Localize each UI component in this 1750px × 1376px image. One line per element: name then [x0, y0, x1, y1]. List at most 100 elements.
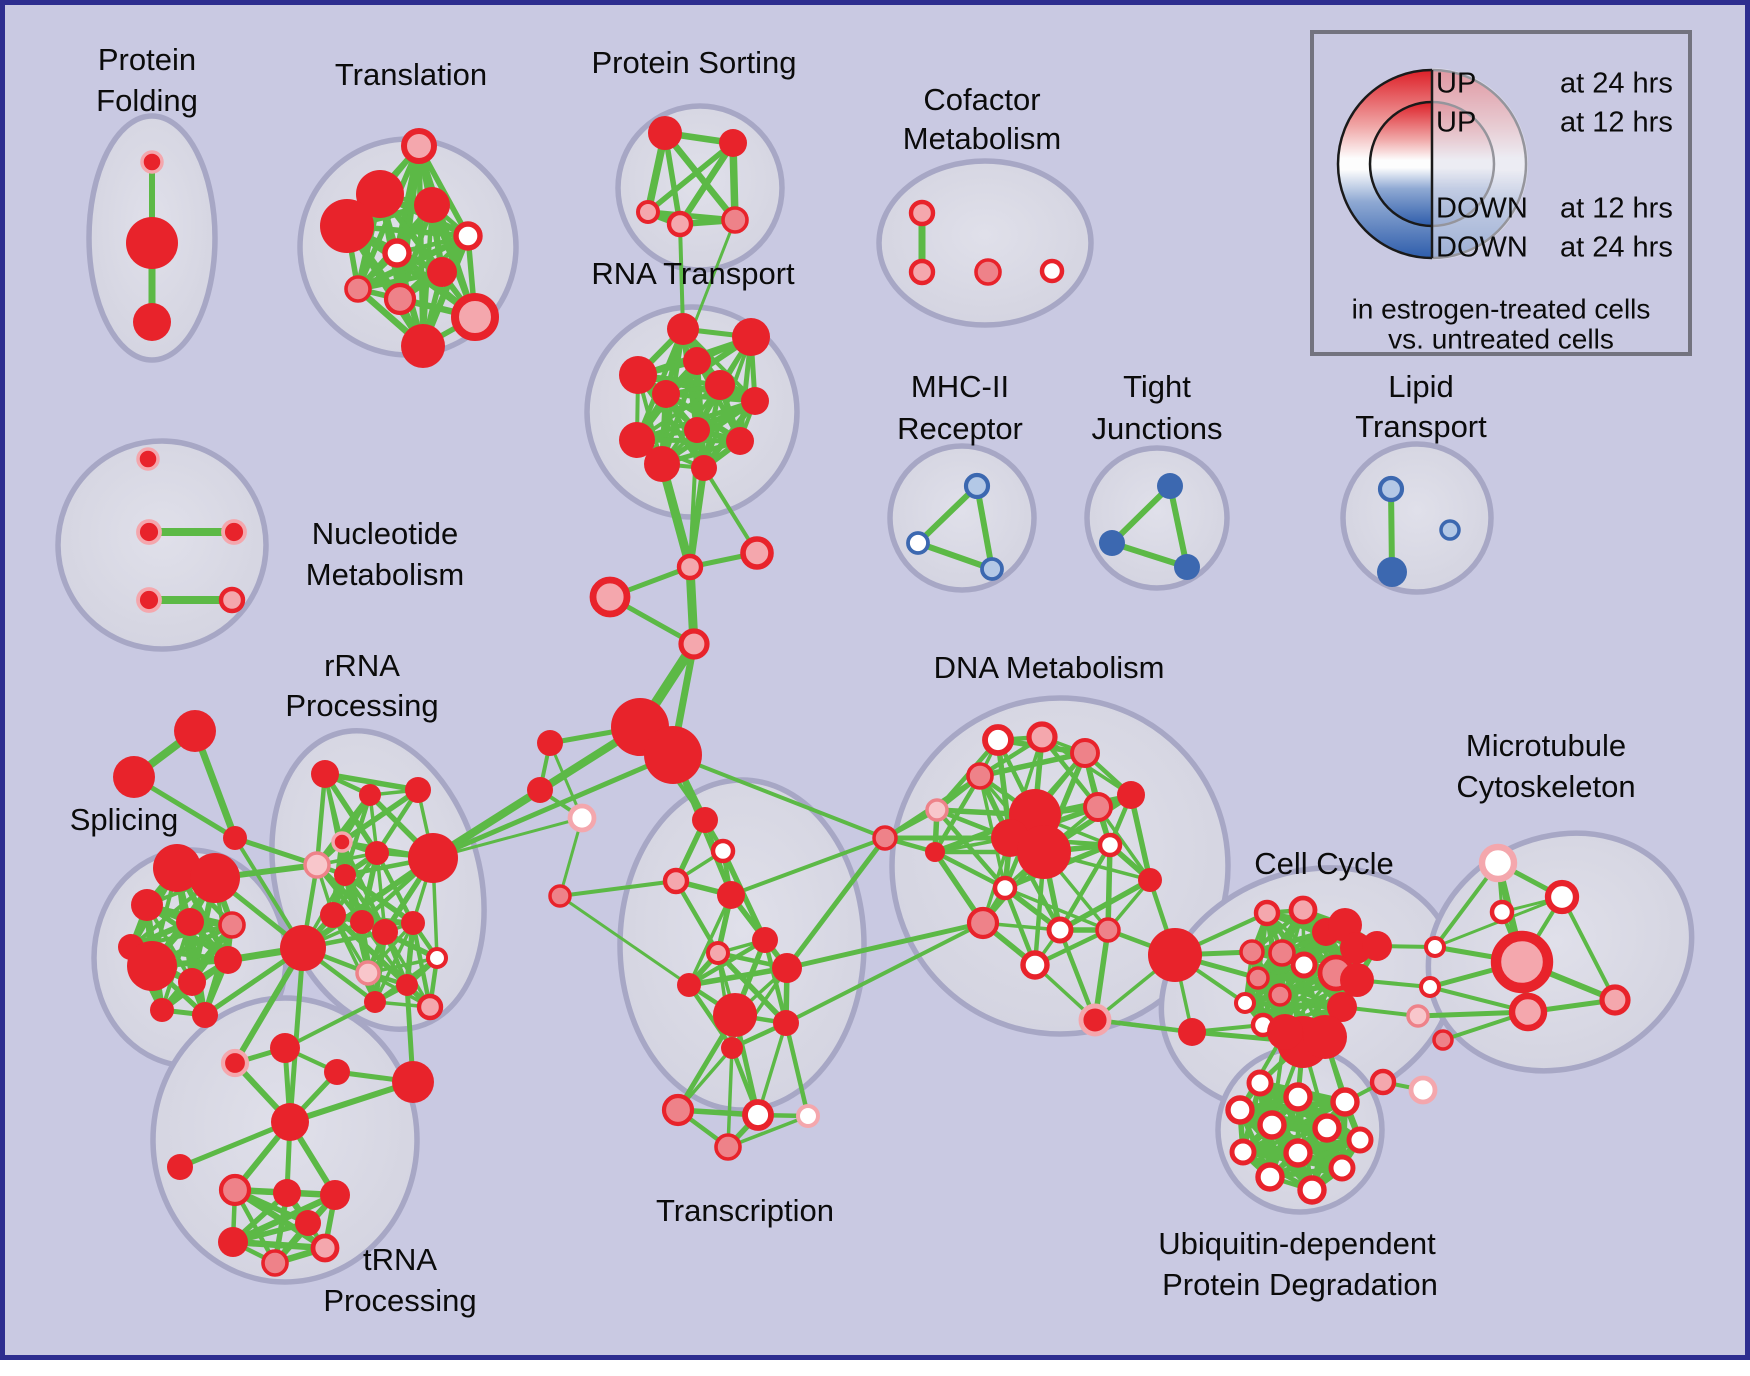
network-bridge-edge [688, 218, 737, 337]
network-node [710, 838, 736, 864]
network-edge [1003, 886, 1110, 932]
network-node [1178, 1018, 1206, 1046]
network-edge [932, 849, 1008, 891]
network-node [1017, 825, 1071, 879]
network-bridge-edge [688, 428, 699, 569]
network-bridge-node [537, 730, 563, 756]
network-bridge-edge [729, 836, 887, 897]
network-bridge-node [548, 884, 572, 908]
network-node [273, 1179, 301, 1207]
network-node [1599, 984, 1631, 1016]
network-node [1225, 1095, 1255, 1125]
network-node [280, 925, 326, 971]
network-node [1297, 1175, 1327, 1205]
network-node [982, 724, 1014, 756]
legend-direction-label: DOWN [1436, 193, 1528, 225]
network-node [1117, 781, 1145, 809]
network-bridge-node [1432, 1029, 1454, 1051]
network-node [310, 1233, 340, 1263]
cluster-lipid-transport-bubble [1340, 441, 1494, 595]
network-node [796, 1104, 820, 1128]
network-edge [342, 872, 416, 926]
network-node [872, 825, 898, 851]
network-node [1099, 530, 1125, 556]
network-edge [1242, 1000, 1345, 1010]
network-bridge-edge [431, 816, 584, 860]
network-node [295, 1210, 321, 1236]
network-edge [410, 920, 433, 1010]
network-bridge-node [678, 628, 710, 660]
network-node [192, 1002, 218, 1028]
legend-box [1310, 30, 1692, 356]
cluster-label-transcription: Transcription [656, 1193, 834, 1228]
network-node [1290, 951, 1318, 979]
network-node [742, 1099, 774, 1131]
network-edge [1560, 895, 1617, 1002]
network-node [1148, 928, 1202, 982]
network-node [178, 968, 206, 996]
network-edge [1057, 877, 1153, 933]
network-node [218, 911, 246, 939]
network-node [1544, 879, 1580, 915]
network-node [405, 777, 431, 803]
network-node [713, 993, 757, 1037]
network-node [131, 889, 163, 921]
network-bridge-node [1418, 975, 1442, 999]
legend: UP at 24 hrs UP at 12 hrs DOWN at 12 hrs DOWN a… [1310, 30, 1692, 356]
network-edge [330, 912, 410, 988]
network-bridge-node [567, 803, 597, 833]
cluster-label-microtubule-cytoskeleton: Cytoskeleton [1456, 769, 1635, 804]
network-node [1283, 1082, 1313, 1112]
network-node [1267, 1014, 1303, 1050]
cluster-label-nucleotide-metabolism: Metabolism [306, 557, 465, 592]
network-node [683, 347, 711, 375]
network-node [648, 116, 682, 150]
network-edge [314, 771, 328, 868]
network-edge [374, 850, 416, 926]
network-bridge-edge [558, 894, 691, 987]
cluster-label-rna-transport: RNA Transport [591, 256, 795, 291]
cluster-label-microtubule-cytoskeleton: Microtubule [1466, 728, 1626, 763]
network-bridge-edge [430, 752, 676, 861]
network-edge [1057, 842, 1113, 933]
network-node [1253, 899, 1281, 927]
network-edge [373, 921, 415, 1004]
network-node [365, 841, 389, 865]
network-edge [756, 1021, 788, 1117]
network-node [906, 531, 930, 555]
network-bridge-edge [784, 920, 986, 971]
network-node [1340, 963, 1374, 997]
network-node [355, 960, 381, 986]
cluster-label-lipid-transport: Lipid [1388, 369, 1454, 404]
network-node [974, 258, 1002, 286]
legend-caption: vs. untreated cells [1388, 323, 1614, 354]
cluster-label-trna-processing: tRNA [363, 1242, 437, 1277]
network-node [1257, 1110, 1287, 1140]
network-node [1328, 1154, 1356, 1182]
network-node [677, 973, 701, 997]
network-node [1327, 992, 1357, 1022]
legend-direction-label: UP [1436, 107, 1476, 139]
network-node [1020, 950, 1050, 980]
network-edge [1109, 483, 1173, 546]
cluster-label-mhc-ii-receptor: Receptor [897, 411, 1023, 446]
network-node [1508, 992, 1548, 1032]
network-node [126, 217, 178, 269]
network-node [705, 370, 735, 400]
network-node [344, 275, 372, 303]
network-edge [1105, 842, 1113, 933]
network-node [270, 1033, 300, 1063]
network-node [1246, 1069, 1274, 1097]
legend-time-label: at 24 hrs [1560, 232, 1673, 264]
network-edge [177, 1119, 293, 1170]
network-node [661, 1093, 695, 1127]
network-node [721, 206, 749, 234]
network-node [1026, 721, 1058, 753]
cluster-mhc-ii-receptor-bubble [887, 443, 1037, 593]
network-node [140, 150, 164, 174]
network-node [350, 910, 374, 934]
network-node [1330, 1087, 1360, 1117]
network-node [382, 238, 412, 268]
network-bridge-node [589, 576, 631, 618]
